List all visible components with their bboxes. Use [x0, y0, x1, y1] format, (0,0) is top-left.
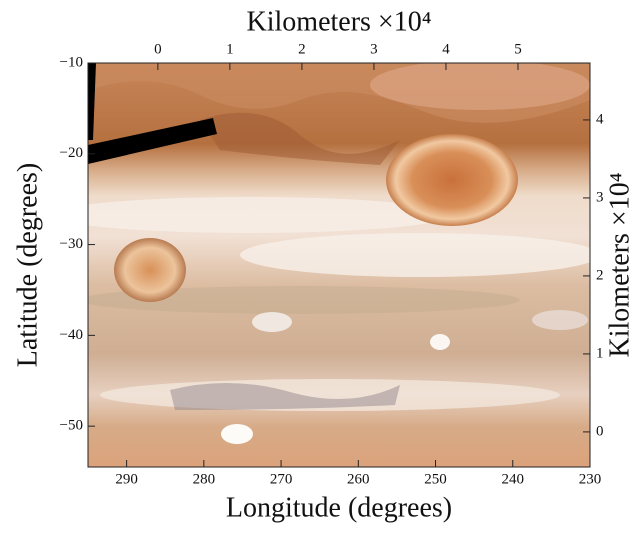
y-tick-label: −20: [60, 145, 83, 161]
x-tick-label: 280: [193, 471, 216, 487]
x2-axis-label: Kilometers ×10⁴: [247, 6, 432, 37]
y2-tick-label: 4: [596, 111, 604, 127]
x2-tick-label: 4: [442, 41, 450, 57]
x-tick-label: 260: [347, 471, 370, 487]
planet-image: [50, 60, 600, 467]
y-tick-label: −50: [60, 418, 83, 434]
chart: Longitude (degrees) Kilometers ×10⁴ Lati…: [0, 0, 640, 528]
y2-tick-label: 0: [596, 423, 604, 439]
y2-axis-label: Kilometers ×10⁴: [604, 173, 635, 358]
y2-tick-label: 2: [596, 267, 604, 283]
y-axis-label: Latitude (degrees): [12, 163, 43, 367]
x2-tick-label: 2: [298, 41, 306, 57]
x2-tick-label: 3: [370, 41, 378, 57]
x-tick-label: 290: [115, 471, 138, 487]
y2-tick-label: 3: [596, 189, 604, 205]
x2-tick-label: 0: [154, 41, 162, 57]
x-tick-label: 230: [579, 471, 602, 487]
y-tick-label: −40: [60, 327, 83, 343]
y-tick-label: −10: [60, 54, 83, 70]
x-tick-label: 240: [502, 471, 525, 487]
x2-tick-label: 1: [226, 41, 234, 57]
x-axis-label: Longitude (degrees): [226, 492, 452, 523]
y-tick-label: −30: [60, 236, 83, 252]
x2-tick-label: 5: [514, 41, 522, 57]
x-tick-label: 270: [270, 471, 293, 487]
y2-tick-label: 1: [596, 345, 604, 361]
x-tick-label: 250: [424, 471, 447, 487]
